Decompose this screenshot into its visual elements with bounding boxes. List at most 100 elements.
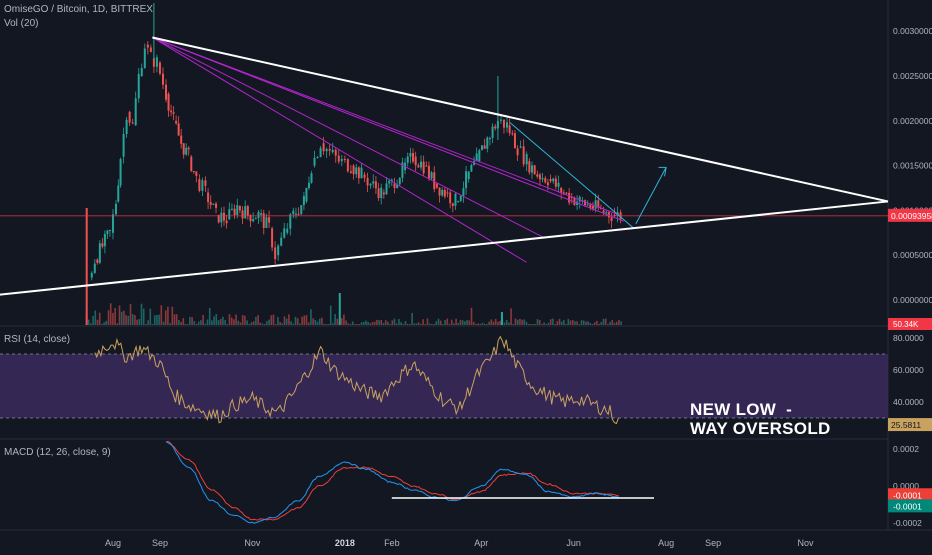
macd-tick-label: -0.0002: [893, 518, 922, 528]
price-candle: [465, 171, 468, 189]
price-candle: [252, 219, 255, 222]
time-tick-label: Nov: [798, 538, 815, 548]
volume-bar: [380, 320, 383, 325]
volume-bar: [318, 318, 321, 325]
volume-bar: [574, 321, 576, 325]
price-candle: [195, 171, 198, 176]
chart-title: OmiseGO / Bitcoin, 1D, BITTREX: [4, 4, 153, 15]
volume-bar: [362, 321, 365, 325]
volume-bar: [395, 323, 398, 325]
volume-bar: [215, 314, 218, 325]
price-candle: [241, 210, 244, 219]
volume-bar: [620, 321, 622, 325]
price-candle: [140, 67, 143, 76]
price-candle: [516, 148, 519, 156]
price-candle: [607, 212, 610, 218]
price-candle: [578, 196, 581, 202]
volume-value-marker: [888, 318, 932, 330]
price-candle: [125, 119, 128, 135]
price-candle: [149, 47, 152, 52]
price-candle: [137, 73, 140, 99]
price-candle: [605, 212, 608, 214]
volume-bar: [259, 322, 262, 325]
price-candle: [480, 145, 483, 151]
volume-bar: [107, 310, 110, 325]
price-candle: [430, 172, 433, 179]
volume-bar: [178, 319, 180, 325]
volume-bar: [481, 322, 484, 325]
price-candle: [409, 153, 412, 157]
price-candle: [422, 161, 425, 174]
volume-bar: [486, 324, 488, 325]
volume-bar: [483, 323, 486, 325]
volume-bar: [411, 312, 413, 325]
volume-bar: [459, 319, 462, 325]
price-candle: [260, 213, 263, 215]
price-candle: [570, 196, 573, 198]
price-candle: [307, 182, 310, 189]
volume-bar: [138, 319, 141, 325]
price-candle: [565, 192, 568, 194]
volume-bar: [87, 319, 90, 325]
price-candle: [586, 204, 589, 206]
time-tick-label: Feb: [384, 538, 400, 548]
volume-bar: [514, 318, 517, 325]
volume-bar: [246, 320, 248, 325]
rsi-band: [0, 354, 888, 418]
rsi-value-label: 25.5811: [891, 420, 921, 430]
price-candle: [192, 171, 195, 173]
volume-bar: [252, 321, 255, 325]
fan-line: [152, 37, 544, 238]
price-candle: [117, 185, 120, 202]
fan-line: [152, 37, 620, 216]
volume-bar: [96, 319, 99, 325]
volume-bar: [250, 322, 253, 325]
volume-bar: [316, 321, 319, 325]
price-candle: [172, 112, 175, 114]
price-candle: [343, 158, 346, 160]
price-candle: [161, 73, 164, 85]
volume-bar: [149, 308, 152, 325]
price-candle: [254, 218, 257, 220]
price-candle: [103, 233, 106, 247]
price-candle: [478, 150, 481, 162]
volume-bar: [428, 323, 431, 325]
price-candle: [459, 195, 462, 201]
volume-bar: [580, 320, 583, 325]
price-candle: [483, 145, 486, 149]
price-candle: [380, 187, 383, 199]
volume-bar: [607, 324, 609, 325]
volume-bar: [602, 318, 605, 325]
volume-bar: [472, 321, 475, 325]
price-candle: [316, 156, 319, 158]
price-candle: [349, 171, 352, 173]
volume-bar: [358, 324, 361, 325]
volume-bar: [376, 319, 378, 325]
volume-bar: [455, 318, 457, 325]
volume-bar: [235, 314, 237, 325]
volume-bar: [197, 321, 200, 325]
price-candle: [212, 203, 215, 205]
volume-bar: [334, 314, 336, 325]
volume-bar: [391, 320, 394, 325]
price-candle: [185, 147, 188, 155]
price-candle: [93, 263, 96, 273]
volume-bar: [222, 316, 224, 325]
volume-bar: [296, 318, 299, 325]
price-candle: [425, 165, 428, 167]
price-candle: [401, 162, 404, 178]
price-candle: [271, 228, 274, 248]
volume-bar: [281, 323, 284, 325]
volume-value-label: 50.34K: [893, 320, 919, 329]
volume-bar: [413, 323, 416, 325]
volume-bar: [596, 320, 598, 325]
price-candle: [412, 153, 415, 162]
volume-bar: [582, 320, 585, 325]
volume-bar: [453, 323, 455, 325]
volume-bar: [94, 310, 97, 325]
volume-bar: [549, 319, 552, 325]
volume-bar: [439, 320, 442, 325]
volume-bar: [477, 323, 479, 325]
